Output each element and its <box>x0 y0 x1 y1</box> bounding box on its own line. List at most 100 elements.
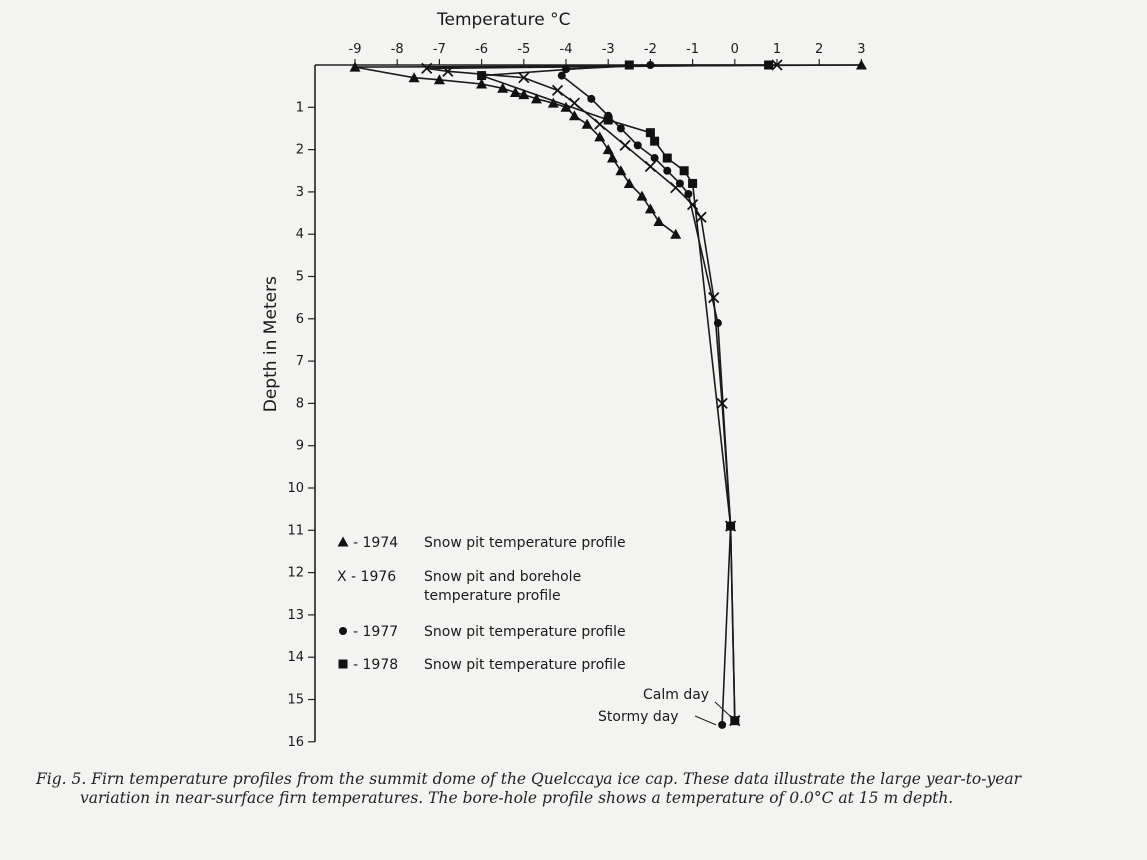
point-1978 <box>730 716 740 726</box>
point-1974 <box>433 74 445 85</box>
legend-label: - 1974 <box>353 535 398 551</box>
series-line-1976 <box>425 64 778 721</box>
point-1974 <box>855 59 867 70</box>
legend-item-1976: X - 1976 Snow pit and borehole temperature… <box>337 569 581 604</box>
y-tick-label: 15 <box>287 693 304 708</box>
point-1978 <box>726 521 736 531</box>
stormy-day-leader <box>694 715 717 726</box>
legend: - 1974 Snow pit temperature profile X - 19… <box>337 535 626 673</box>
point-1974 <box>644 203 656 214</box>
x-tick-label: 1 <box>773 42 781 57</box>
point-1978 <box>603 115 613 125</box>
y-tick-label: 4 <box>296 227 304 242</box>
point-1976 <box>644 160 657 173</box>
point-1977 <box>562 65 570 74</box>
legend-desc: Snow pit temperature profile <box>424 535 626 551</box>
point-1978 <box>679 166 689 176</box>
legend-label: - 1978 <box>353 657 398 673</box>
x-tick-label: -8 <box>391 42 404 57</box>
y-tick-label: 16 <box>287 735 304 750</box>
y-tick-label: 6 <box>296 312 304 327</box>
legend-label: X - 1976 <box>337 569 396 585</box>
y-tick-label: 9 <box>296 439 304 454</box>
y-tick-label: 1 <box>296 100 304 115</box>
annotation-stormy-day: Stormy day <box>598 709 679 725</box>
y-tick-label: 14 <box>287 650 304 665</box>
legend-desc: Snow pit temperature profile <box>424 657 626 673</box>
point-1978 <box>645 128 655 138</box>
point-1977 <box>663 166 672 175</box>
y-tick-label: 10 <box>287 481 304 496</box>
calm-day-leader <box>714 701 733 719</box>
point-1974 <box>530 93 542 104</box>
point-1977 <box>718 720 727 729</box>
point-1978 <box>477 71 487 81</box>
point-1974 <box>636 190 648 201</box>
legend-desc: Snow pit temperature profile <box>424 624 626 640</box>
point-1977 <box>616 124 625 133</box>
y-tick-label: 3 <box>296 185 304 200</box>
legend-desc: temperature profile <box>424 588 561 604</box>
point-1976 <box>518 72 530 84</box>
point-1974 <box>606 152 618 163</box>
legend-item-1978: - 1978 Snow pit temperature profile <box>338 657 626 673</box>
legend-marker <box>337 536 349 547</box>
y-tick-label: 7 <box>296 354 304 369</box>
x-tick-label: -2 <box>644 42 657 57</box>
figure-caption: Fig. 5. Firn temperature profiles from t… <box>36 770 1126 808</box>
x-tick-label: 3 <box>857 42 865 57</box>
point-1974 <box>509 86 521 97</box>
point-1974 <box>623 177 635 188</box>
point-1974 <box>560 101 572 112</box>
x-tick-label: 2 <box>815 42 823 57</box>
point-1977 <box>650 154 659 163</box>
point-1976 <box>568 97 581 109</box>
point-1974 <box>653 216 665 227</box>
y-tick-label: 11 <box>287 523 304 538</box>
point-1976 <box>594 118 606 130</box>
point-1974 <box>547 97 559 108</box>
y-axis-title: Depth in Meters <box>261 276 281 412</box>
point-1976 <box>695 211 707 223</box>
point-1974 <box>615 165 627 176</box>
y-tick-label: 5 <box>296 270 304 285</box>
point-1974 <box>670 228 682 239</box>
point-1978 <box>764 60 774 70</box>
y-tick-label: 13 <box>287 608 304 623</box>
x-tick-label: -4 <box>560 42 573 57</box>
legend-marker <box>338 659 348 669</box>
point-1976 <box>771 59 783 71</box>
legend-item-1977: - 1977 Snow pit temperature profile <box>339 624 626 640</box>
point-1978 <box>662 153 672 163</box>
point-1977 <box>557 71 566 80</box>
y-tick-label: 12 <box>287 566 304 581</box>
x-tick-label: -6 <box>475 42 488 57</box>
point-1976 <box>442 65 454 77</box>
point-1974 <box>581 118 593 129</box>
caption-line-1: Fig. 5. Firn temperature profiles from t… <box>36 770 1022 788</box>
point-1974 <box>497 82 509 93</box>
caption-line-2: variation in near-surface firn temperatu… <box>80 789 954 807</box>
legend-desc: Snow pit and borehole <box>424 569 581 585</box>
point-1976 <box>708 292 720 304</box>
x-tick-label: -5 <box>517 42 530 57</box>
point-1978 <box>624 60 634 70</box>
point-1977 <box>587 94 596 103</box>
point-1978 <box>688 178 698 188</box>
x-axis-title: Temperature °C <box>436 10 570 30</box>
legend-label: - 1977 <box>353 624 398 640</box>
point-1974 <box>594 131 606 142</box>
x-tick-label: -3 <box>602 42 615 57</box>
point-1974 <box>568 110 580 121</box>
point-1977 <box>646 61 655 69</box>
point-1977 <box>713 319 722 328</box>
axes: -9 -8 -7 -6 -5 -4 -3 -2 -1 0 1 2 3123456789101112131… <box>261 10 866 750</box>
point-1977 <box>675 179 684 188</box>
point-1976 <box>421 62 433 74</box>
x-tick-label: -9 <box>349 42 362 57</box>
point-1976 <box>686 198 699 211</box>
x-tick-label: -7 <box>433 42 446 57</box>
y-tick-label: 8 <box>296 396 304 411</box>
point-1977 <box>684 190 693 199</box>
